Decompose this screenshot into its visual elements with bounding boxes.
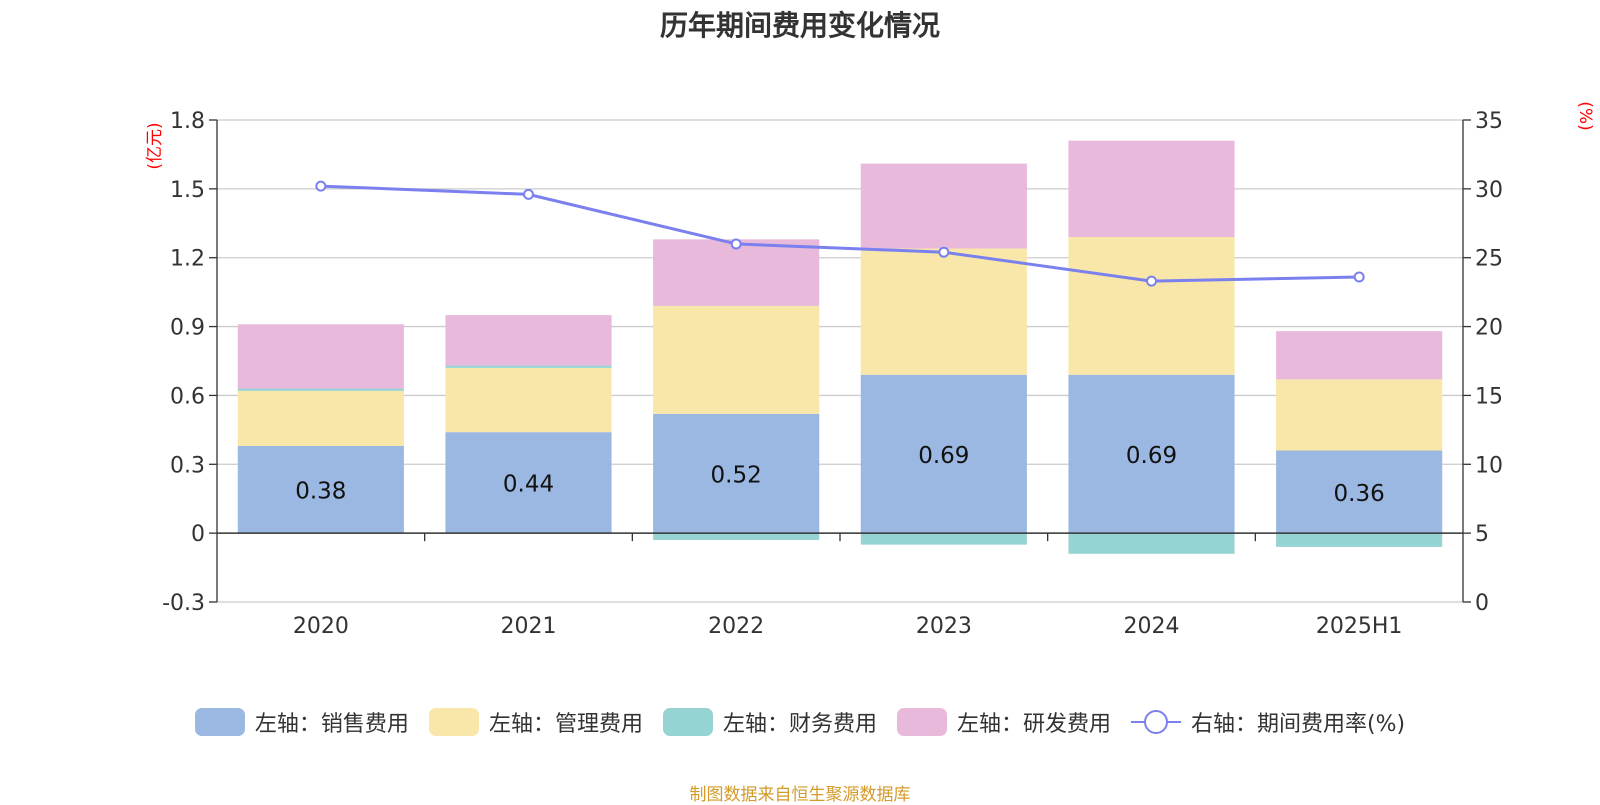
rate-point	[1353, 271, 1365, 283]
legend-label-rd: 左轴：研发费用	[956, 712, 1111, 737]
left-axis-tick-label: 1.5	[170, 178, 205, 203]
bar-sales-2023	[860, 374, 1027, 534]
left-axis-tick-label: 1.2	[170, 247, 205, 272]
data-label-sales: 0.52	[711, 462, 762, 488]
bar-rd-2024	[1068, 140, 1235, 238]
bar-sales-2024	[1068, 374, 1235, 534]
bar-finance-2025H1	[1276, 533, 1443, 547]
legend-label-admin: 左轴：管理费用	[488, 712, 643, 737]
chart-title: 历年期间费用变化情况	[659, 9, 940, 42]
legend-swatch-sales	[194, 708, 245, 736]
bar-rd-2021	[445, 315, 612, 366]
grid-lines	[217, 119, 1463, 603]
bar-sales-2021	[445, 432, 612, 534]
right-axis-tick-label: 0	[1475, 591, 1489, 616]
legend-swatch-rd	[896, 708, 947, 736]
bar-admin-2025H1	[1276, 379, 1443, 451]
bar-finance-2020	[237, 388, 404, 391]
legend-item-rd[interactable]: 左轴：研发费用	[896, 706, 1111, 738]
x-axis-category-label: 2020	[293, 614, 349, 639]
bar-admin-2024	[1068, 237, 1235, 375]
legend-item-sales[interactable]: 左轴：销售费用	[194, 706, 409, 738]
rate-line-layer	[315, 180, 1365, 287]
legend-swatch-admin	[428, 708, 479, 736]
right-axis-tick-label: 15	[1475, 384, 1503, 409]
bar-finance-2021	[445, 365, 612, 368]
bar-finance-2024	[1068, 533, 1235, 554]
chart-canvas: -0.3 0 0.3 0.6 0.9 1.2 1.5 1.8 0 5 10 15 20 25 30 35 202…	[145, 101, 1595, 639]
left-axis-tick-label: 0.3	[170, 453, 205, 478]
bar-admin-2021	[445, 367, 612, 433]
x-axis-category-label: 2023	[916, 614, 972, 639]
x-axis-category-label: 2024	[1124, 614, 1180, 639]
bar-admin-2022	[653, 305, 820, 414]
left-axis-tick-label: 1.8	[170, 109, 205, 134]
bar-rd-2020	[237, 324, 404, 389]
left-axis-tick-label: 0.9	[170, 316, 205, 341]
x-axis-category-label: 2021	[501, 614, 557, 639]
rate-point	[315, 180, 327, 192]
rate-point	[938, 246, 950, 258]
left-axis-tick-label: 0.6	[170, 384, 205, 409]
legend: 左轴：销售费用 左轴：管理费用 左轴：财务费用 左轴：研发费用 右轴：期间费用率…	[0, 706, 1600, 738]
legend-swatch-finance	[662, 708, 713, 736]
data-source-note: 制图数据来自恒生聚源数据库	[689, 785, 911, 805]
right-axis-tick-label: 5	[1475, 522, 1489, 547]
right-axis-tick-label: 10	[1475, 453, 1503, 478]
data-label-sales: 0.69	[918, 443, 969, 469]
data-label-layer: 0.38 0.44 0.52 0.69 0.69 0.36	[295, 443, 1385, 507]
legend-item-rate[interactable]: 右轴：期间费用率(%)	[1130, 706, 1406, 738]
legend-label-finance: 左轴：财务费用	[722, 712, 877, 737]
right-axis-tick-label: 30	[1475, 178, 1503, 203]
left-axis-unit: (亿元)	[145, 122, 165, 169]
left-axis-tick-label: -0.3	[162, 591, 205, 616]
bar-admin-2020	[237, 390, 404, 446]
rate-line	[320, 184, 1360, 283]
bar-sales-2020	[237, 445, 404, 534]
axis-layer: -0.3 0 0.3 0.6 0.9 1.2 1.5 1.8 0 5 10 15 20 25 30 35 202…	[162, 109, 1503, 639]
bar-rd-2022	[653, 239, 820, 306]
bar-layer	[237, 140, 1443, 554]
bar-finance-2023	[860, 533, 1027, 545]
rate-point	[523, 188, 534, 200]
legend-label-sales: 左轴：销售费用	[254, 712, 409, 737]
right-axis-unit: (%)	[1575, 101, 1595, 130]
rate-point	[730, 238, 742, 250]
legend-circle-marker	[1143, 710, 1168, 734]
data-label-sales: 0.69	[1126, 443, 1177, 469]
bar-finance-2022	[653, 533, 820, 541]
left-axis-tick-label: 0	[191, 522, 205, 547]
data-label-sales: 0.38	[295, 479, 346, 505]
bar-admin-2023	[860, 248, 1027, 375]
data-label-sales: 0.36	[1334, 481, 1385, 507]
data-label-sales: 0.44	[503, 472, 554, 498]
right-axis-tick-label: 20	[1475, 316, 1503, 341]
bar-rd-2023	[860, 163, 1027, 249]
legend-label-rate: 右轴：期间费用率(%)	[1190, 712, 1406, 737]
right-axis-tick-label: 25	[1475, 247, 1503, 272]
x-axis-category-label: 2022	[708, 614, 764, 639]
bar-sales-2022	[653, 413, 820, 534]
bar-rd-2025H1	[1276, 331, 1443, 380]
legend-line-marker-icon	[1130, 708, 1181, 736]
right-axis-tick-label: 35	[1475, 109, 1503, 134]
legend-item-finance[interactable]: 左轴：财务费用	[662, 706, 877, 738]
bar-sales-2025H1	[1276, 450, 1443, 534]
legend-item-admin[interactable]: 左轴：管理费用	[428, 706, 643, 738]
rate-point	[1146, 275, 1157, 287]
x-axis-category-label: 2025H1	[1316, 614, 1403, 639]
